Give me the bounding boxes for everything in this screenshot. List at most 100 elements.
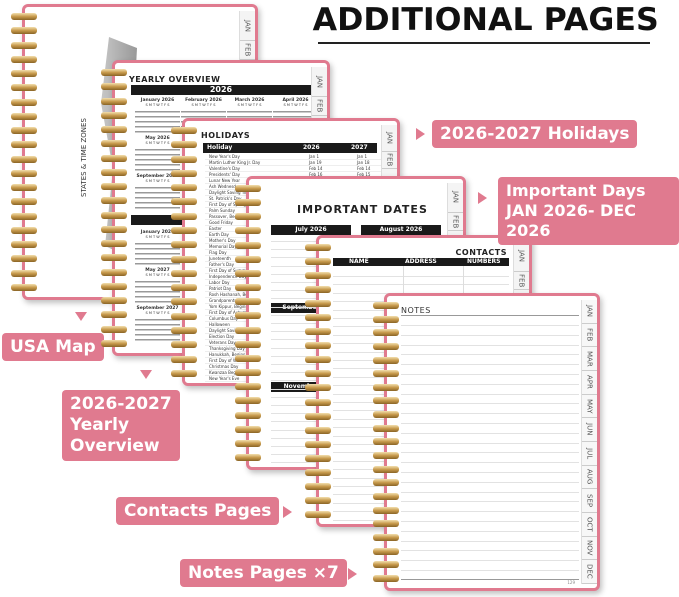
spiral-ring <box>235 185 261 192</box>
col-2027: 2027 <box>351 144 368 151</box>
spiral-ring <box>171 141 197 149</box>
year-bar: 2026 <box>131 85 311 95</box>
spiral-ring <box>305 454 331 462</box>
month-tab[interactable]: AUG <box>582 466 597 490</box>
month-tab[interactable]: JAN <box>448 183 463 213</box>
spiral-ring <box>235 326 261 334</box>
spiral-ring <box>11 41 37 49</box>
col-name: NAME <box>349 258 369 265</box>
spiral-ring <box>101 111 127 119</box>
month-tab[interactable]: SEP <box>582 489 597 514</box>
month-tab[interactable]: NOV <box>582 537 597 561</box>
spiral-ring <box>101 69 127 76</box>
ruled-line <box>333 284 509 286</box>
month-tab[interactable]: DEC <box>582 560 597 585</box>
ruled-line <box>401 550 579 552</box>
month-tab[interactable]: JAN <box>582 300 597 324</box>
spiral-ring <box>11 184 37 191</box>
spiral-ring <box>305 384 331 392</box>
col-2026: 2026 <box>303 144 320 151</box>
col-address: ADDRESS <box>405 258 437 265</box>
month-tab[interactable]: JAN <box>382 125 397 153</box>
month-tab[interactable]: JAN <box>240 11 255 42</box>
arrow-right-icon <box>283 506 292 518</box>
ruled-line <box>401 560 579 562</box>
spiral-binding <box>305 244 331 518</box>
spiral-ring <box>101 183 127 190</box>
ruled-line <box>401 334 579 336</box>
ruled-line <box>401 462 579 464</box>
spiral-ring <box>373 411 399 419</box>
ruled-line <box>401 452 579 454</box>
spiral-ring <box>101 282 127 290</box>
spiral-ring <box>171 226 197 234</box>
spiral-ring <box>171 269 197 277</box>
ruled-line <box>401 374 579 375</box>
month-calendar: September 2026 S M T W T F S <box>135 174 180 211</box>
month-tab[interactable]: OCT <box>582 513 597 537</box>
spiral-ring <box>373 315 399 323</box>
spiral-ring <box>305 258 331 266</box>
month-tab[interactable]: MAY <box>582 395 597 419</box>
spiral-ring <box>11 212 37 220</box>
spiral-ring <box>11 269 37 277</box>
month-tab[interactable]: APR <box>582 371 597 395</box>
spiral-ring <box>373 506 399 514</box>
spiral-ring <box>11 127 37 134</box>
spiral-ring <box>373 520 399 528</box>
spiral-ring <box>235 340 261 348</box>
spiral-ring <box>305 426 331 434</box>
spiral-ring <box>11 98 37 106</box>
spiral-ring <box>235 397 261 405</box>
month-tab[interactable]: FEB <box>514 272 529 290</box>
spiral-ring <box>305 244 331 251</box>
important-dates-heading: IMPORTANT DATES <box>297 203 428 216</box>
month-tab[interactable]: FEB <box>382 152 397 169</box>
month-tab[interactable]: MAR <box>582 347 597 372</box>
month-tab[interactable]: JAN <box>514 242 529 272</box>
spiral-ring <box>305 440 331 448</box>
month-tab[interactable]: JUN <box>582 418 597 443</box>
month-tab[interactable]: JUL <box>582 442 597 466</box>
spiral-ring <box>11 112 37 120</box>
spiral-ring <box>235 227 261 235</box>
spiral-ring <box>373 438 399 446</box>
spiral-ring <box>373 302 399 309</box>
spiral-ring <box>101 268 127 276</box>
spiral-ring <box>11 27 37 35</box>
spiral-ring <box>235 255 261 263</box>
spiral-ring <box>305 412 331 420</box>
month-tab[interactable]: FEB <box>582 324 597 348</box>
month-tab[interactable]: FEB <box>448 213 463 232</box>
ruled-line <box>401 393 579 395</box>
month-tab[interactable]: FEB <box>312 97 327 116</box>
yearly-heading: YEARLY OVERVIEW <box>129 75 221 84</box>
spiral-binding <box>11 13 37 291</box>
col-numbers: NUMBERS <box>467 258 501 265</box>
spiral-ring <box>101 240 127 247</box>
arrow-right-icon <box>416 128 425 140</box>
spiral-ring <box>305 468 331 476</box>
spiral-ring <box>171 312 197 320</box>
spiral-ring <box>101 140 127 148</box>
spiral-ring <box>101 339 127 347</box>
spiral-ring <box>305 398 331 406</box>
spiral-ring <box>171 355 197 363</box>
spiral-ring <box>235 453 261 461</box>
spiral-ring <box>373 574 399 582</box>
month-tab[interactable]: FEB <box>240 41 255 60</box>
spiral-ring <box>101 225 127 233</box>
ruled-line <box>401 472 579 473</box>
month-bar: August 2026 <box>361 225 441 235</box>
spiral-ring <box>171 284 197 292</box>
spiral-ring <box>373 383 399 391</box>
holiday-row: New Year's Day Jan 1 Jan 1 <box>205 154 395 160</box>
month-tab[interactable]: JAN <box>312 67 327 98</box>
spiral-ring <box>373 533 399 541</box>
spiral-ring <box>171 369 197 377</box>
ruled-line <box>401 413 579 415</box>
spiral-ring <box>305 328 331 336</box>
ruled-line <box>401 432 579 434</box>
contacts-heading: CONTACTS <box>455 248 507 257</box>
spiral-ring <box>235 298 261 306</box>
